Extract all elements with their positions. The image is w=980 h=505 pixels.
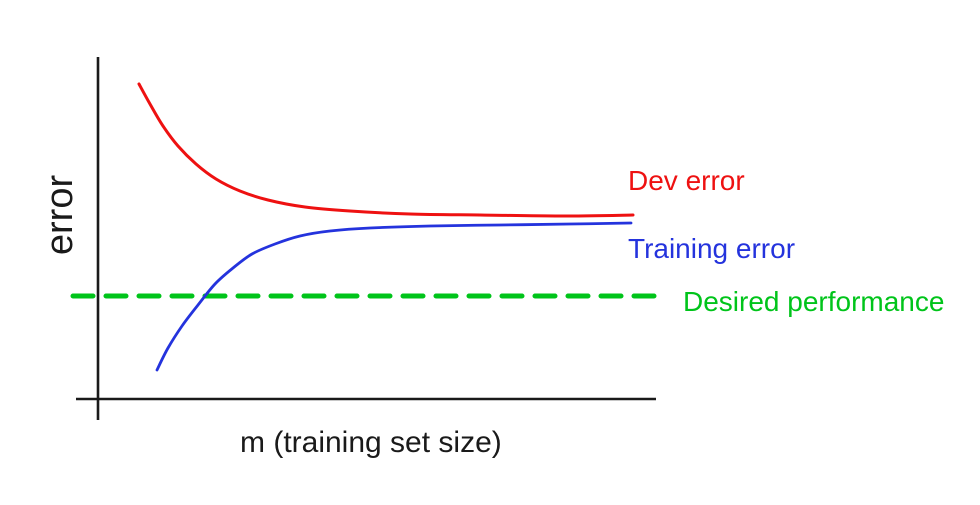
dev-error-curve <box>137 82 635 218</box>
y-axis-label: error <box>39 175 81 256</box>
training-error-label: Training error <box>628 233 795 264</box>
training-error-curve <box>155 221 633 372</box>
axes <box>76 57 656 420</box>
desired-performance-label: Desired performance <box>683 286 944 317</box>
dev-error-label: Dev error <box>628 165 745 196</box>
x-axis-label: m (training set size) <box>240 426 502 459</box>
